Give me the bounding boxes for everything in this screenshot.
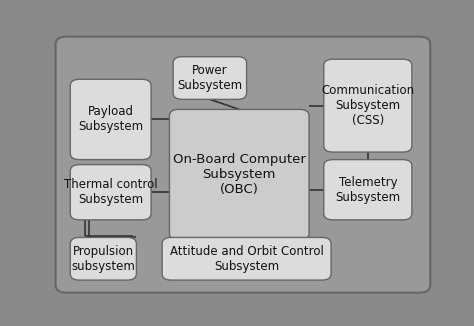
Text: Payload
Subsystem: Payload Subsystem (78, 105, 143, 133)
FancyBboxPatch shape (324, 59, 412, 152)
Text: Propulsion
subsystem: Propulsion subsystem (72, 245, 135, 273)
FancyBboxPatch shape (169, 110, 309, 240)
FancyBboxPatch shape (324, 160, 412, 220)
Text: Telemetry
Subsystem: Telemetry Subsystem (335, 176, 401, 204)
FancyBboxPatch shape (70, 237, 137, 280)
FancyBboxPatch shape (162, 237, 331, 280)
FancyBboxPatch shape (55, 37, 430, 293)
Text: Power
Subsystem: Power Subsystem (177, 64, 242, 92)
Text: Thermal control
Subsystem: Thermal control Subsystem (64, 178, 157, 206)
Text: Communication
Subsystem
(CSS): Communication Subsystem (CSS) (321, 84, 414, 127)
FancyBboxPatch shape (173, 57, 246, 99)
Text: Attitude and Orbit Control
Subsystem: Attitude and Orbit Control Subsystem (170, 245, 324, 273)
FancyBboxPatch shape (70, 165, 151, 220)
Text: On-Board Computer
Subsystem
(OBC): On-Board Computer Subsystem (OBC) (173, 153, 306, 196)
FancyBboxPatch shape (70, 79, 151, 160)
